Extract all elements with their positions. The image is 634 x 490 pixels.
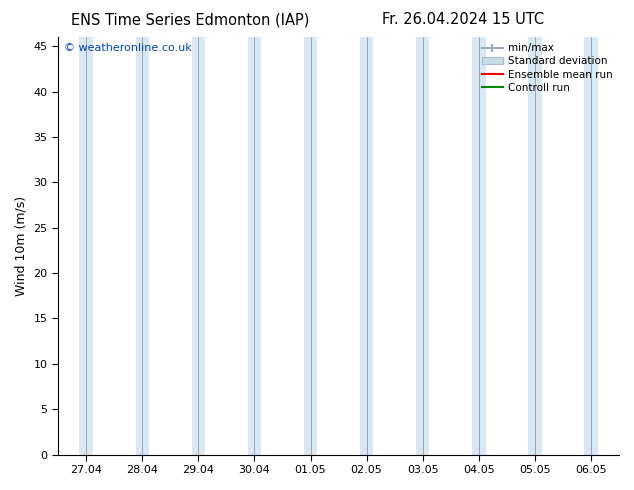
Bar bbox=[528, 37, 541, 455]
Bar bbox=[416, 37, 429, 455]
Bar bbox=[584, 37, 598, 455]
Bar bbox=[136, 37, 149, 455]
Text: © weatheronline.co.uk: © weatheronline.co.uk bbox=[63, 43, 191, 53]
Bar bbox=[304, 37, 317, 455]
Bar bbox=[191, 37, 205, 455]
Text: ENS Time Series Edmonton (IAP): ENS Time Series Edmonton (IAP) bbox=[71, 12, 309, 27]
Bar bbox=[248, 37, 261, 455]
Bar bbox=[79, 37, 93, 455]
Y-axis label: Wind 10m (m/s): Wind 10m (m/s) bbox=[15, 196, 28, 296]
Bar bbox=[360, 37, 373, 455]
Legend: min/max, Standard deviation, Ensemble mean run, Controll run: min/max, Standard deviation, Ensemble me… bbox=[478, 39, 617, 97]
Bar bbox=[472, 37, 486, 455]
Text: Fr. 26.04.2024 15 UTC: Fr. 26.04.2024 15 UTC bbox=[382, 12, 544, 27]
